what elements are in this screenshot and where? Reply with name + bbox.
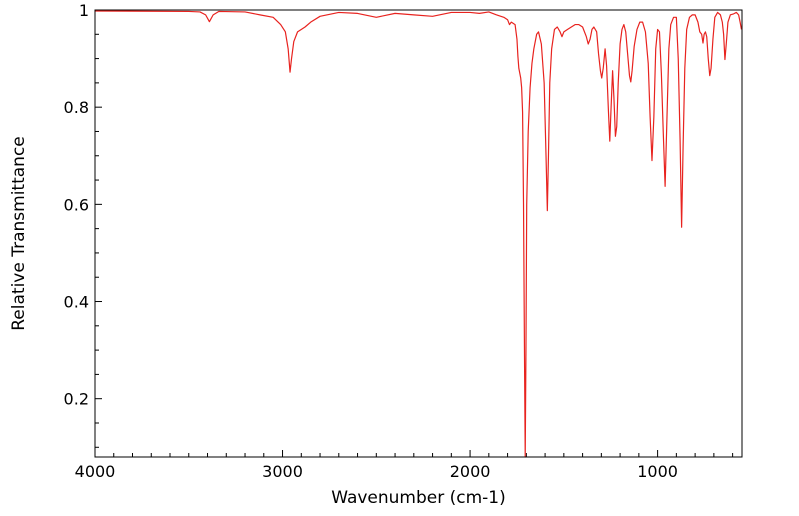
y-tick-label: 1 [79,1,89,20]
x-tick-label: 4000 [75,462,116,481]
x-tick-label: 1000 [637,462,678,481]
plot-frame [94,9,743,458]
x-axis-title: Wavenumber (cm-1) [331,488,506,508]
spectrum-line [94,10,743,458]
y-tick-label: 0.4 [64,293,89,312]
axis-tick-labels: 4000 3000 2000 1000 1 0.8 0.6 0.4 0.2 [64,1,678,481]
plot-background [95,10,742,457]
axis-ticks [94,9,734,457]
x-tick-label: 3000 [262,462,303,481]
y-tick-label: 0.2 [64,390,89,409]
x-tick-label: 2000 [450,462,491,481]
y-tick-label: 0.8 [64,98,89,117]
y-tick-label: 0.6 [64,195,89,214]
y-axis-title: Relative Transmittance [9,136,29,331]
